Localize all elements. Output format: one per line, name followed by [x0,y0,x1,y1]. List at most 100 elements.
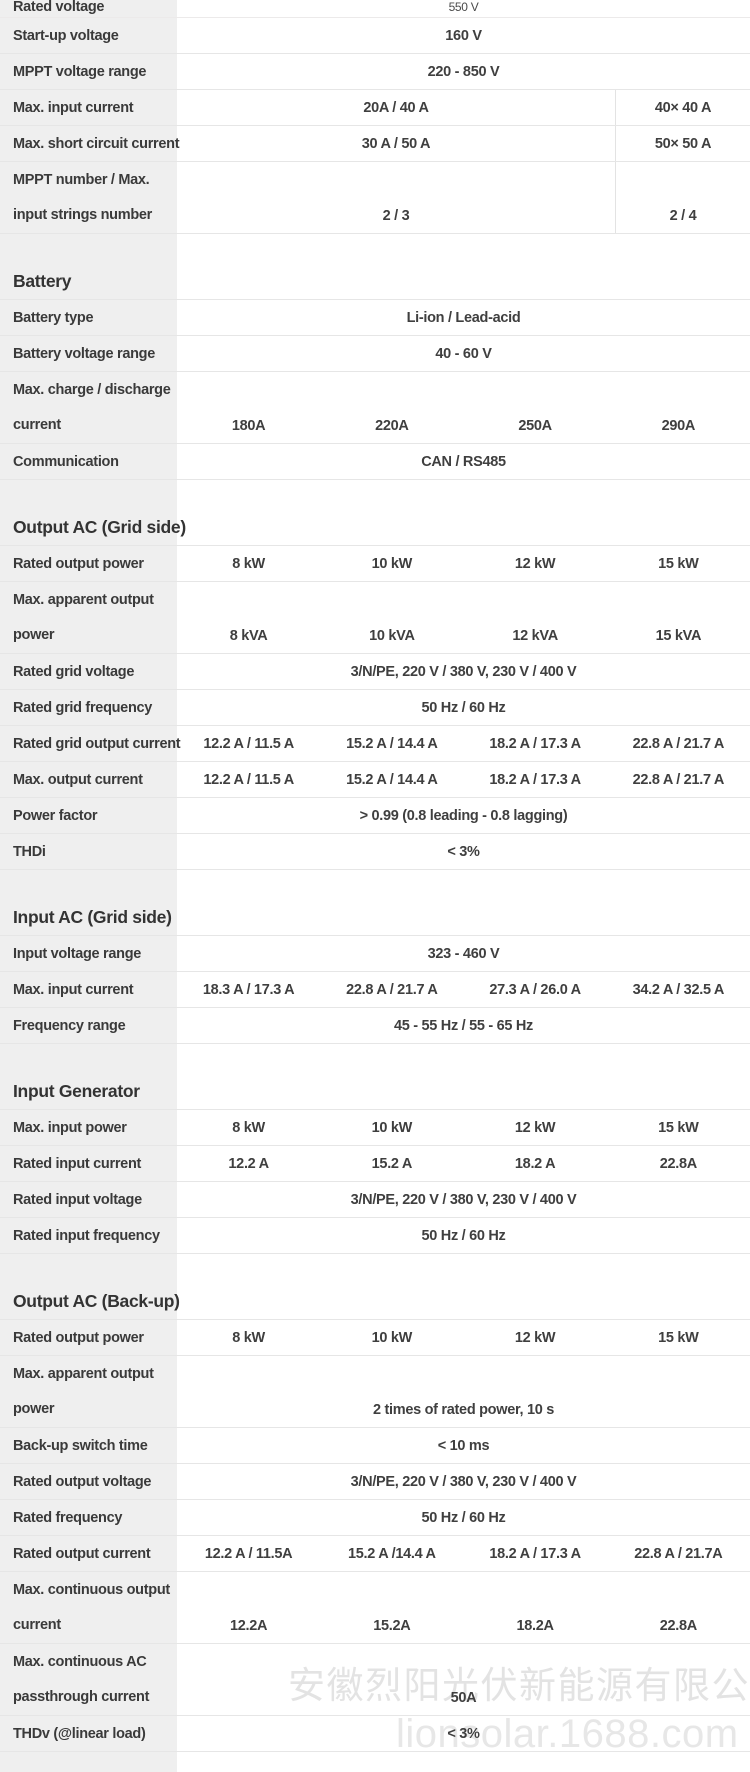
section-heading-spacer [177,1044,750,1109]
section-heading-cell: Output AC (Back-up) [0,1254,180,1319]
spec-value: 12.2 A / 11.5 A [203,771,294,788]
spec-row: MPPT voltage range 220 - 850 V [0,54,750,90]
spec-value: 3/N/PE, 220 V / 380 V, 230 V / 400 V [350,1473,577,1490]
row-label: Start-up voltage [0,18,177,53]
section-heading-cell: Output AC (Grid side) [0,480,186,545]
spec-row: Battery voltage range 40 - 60 V [0,336,750,372]
spec-row: Max. apparent output power 2 times of rate… [0,1356,750,1428]
spec-row: Rated output power 8 kW 10 kW 12 kW 15 kW [0,546,750,582]
section-heading-spacer [177,480,750,545]
spec-row: Max. input current 20A / 40 A 40× 40 A [0,90,750,126]
row-label-text: Rated output power [13,1329,144,1346]
spec-value: 550 V [448,0,479,14]
row-label-text: current [13,417,61,434]
bottom-filler-row [0,1752,750,1772]
row-label: Rated input current [0,1146,177,1181]
spec-value: 40× 40 A [615,90,750,125]
spec-row: Rated output voltage 3/N/PE, 220 V / 380 … [0,1464,750,1500]
spec-value: 50 Hz / 60 Hz [421,1509,506,1526]
spec-row: Max. input power 8 kW 10 kW 12 kW 15 kW [0,1110,750,1146]
spec-row: Power factor > 0.99 (0.8 leading - 0.8 la… [0,798,750,834]
spec-value: 10 kW [371,1329,413,1346]
section-heading: Input AC (Grid side) [13,907,172,927]
spec-row: Rated output power 8 kW 10 kW 12 kW 15 kW [0,1320,750,1356]
section-heading-spacer [177,234,750,299]
spec-row: Back-up switch time < 10 ms [0,1428,750,1464]
spec-row: THDv (@linear load) < 3% [0,1716,750,1752]
spec-value: 220A [375,418,409,434]
row-label-text: Input voltage range [13,945,142,962]
spec-row: Rated output current 12.2 A / 11.5A 15.2 A… [0,1536,750,1572]
spec-value: 8 kW [232,1119,265,1136]
spec-value: 15 kW [658,1119,699,1136]
section-heading-cell: Input Generator [0,1044,177,1109]
spec-value: 30 A / 50 A [361,135,431,152]
spec-value: 45 - 55 Hz / 55 - 65 Hz [394,1017,533,1034]
spec-row: Rated input frequency 50 Hz / 60 Hz [0,1218,750,1254]
spec-value: 50× 50 A [615,126,750,161]
section-heading-row: Input AC (Grid side) [0,870,750,936]
spec-value: 12 kW [514,555,556,572]
spec-value: 18.2 A / 17.3 A [489,1545,581,1562]
row-label-text: current [13,1617,61,1634]
row-label: Power factor [0,798,177,833]
row-label: Rated grid voltage [0,654,177,689]
row-label: Rated grid frequency [0,690,177,725]
row-label-text: Start-up voltage [13,27,119,44]
spec-value: 22.8 A / 21.7A [634,1545,723,1562]
row-label-text: Battery type [13,309,94,326]
spec-value: 34.2 A / 32.5 A [632,981,725,998]
spec-value: 15.2A [373,1618,411,1634]
row-label-text: Max. output current [13,771,143,788]
row-label-text: Rated input voltage [13,1191,142,1208]
spec-value: < 3% [447,1725,480,1742]
spec-value: 15 kW [658,1329,699,1346]
row-label-text: Max. continuous AC [13,1653,147,1670]
row-label: Back-up switch time [0,1428,177,1463]
row-label: Rated output power [0,546,177,581]
row-label: Rated output power [0,1320,177,1355]
spec-value: 12 kW [514,1329,556,1346]
row-label-text: Max. input current [13,981,134,998]
spec-value: 18.2 A [514,1155,556,1172]
spec-value: 18.2A [516,1618,555,1634]
spec-value: 22.8A [659,1155,698,1172]
spec-value: 22.8 A / 21.7 A [632,771,725,788]
spec-value: 160 V [445,27,482,44]
spec-row: Rated grid output current 12.2 A / 11.5 A… [0,726,750,762]
spec-value: 27.3 A / 26.0 A [489,981,581,998]
row-label-text: Rated grid voltage [13,663,135,680]
row-label-text: Max. short circuit current [13,135,180,152]
spec-value: 180A [231,418,266,434]
spec-value: 20A / 40 A [363,99,429,116]
spec-value: 15.2 A / 14.4 A [346,771,438,788]
section-heading-cell: Battery [0,234,177,299]
row-label: Max. input current [0,90,177,125]
spec-value: 12.2 A [228,1155,269,1172]
row-label: Rated voltage [0,0,177,17]
spec-value: 50A [450,1690,477,1706]
row-label-text: Rated input current [13,1155,142,1172]
spec-value: 12.2 A / 11.5A [204,1545,293,1562]
row-label: Max. continuous AC passthrough current [0,1644,177,1715]
spec-value: 10 kW [371,555,413,572]
spec-value: 12 kW [514,1119,556,1136]
spec-row: Max. continuous AC passthrough current 50A [0,1644,750,1716]
row-label-text: power [13,627,55,644]
spec-row: Max. continuous output current 12.2A 15.2A 1… [0,1572,750,1644]
row-label: THDi [0,834,177,869]
spec-value: Li-ion / Lead-acid [406,309,521,326]
spec-value: 12 kVA [512,628,558,644]
spec-row: Rated frequency 50 Hz / 60 Hz [0,1500,750,1536]
spec-row: Max. output current 12.2 A / 11.5 A 15.2 A… [0,762,750,798]
section-heading-spacer [177,870,750,935]
row-label-text: THDv (@linear load) [13,1725,146,1742]
row-label-text: Battery voltage range [13,345,155,362]
spec-row: Max. apparent output power 8 kVA 10 kVA 12 k… [0,582,750,654]
row-label-text: Max. input current [13,99,134,116]
spec-row: Max. charge / discharge current 180A 220A 25… [0,372,750,444]
row-label: Rated input voltage [0,1182,177,1217]
section-heading: Output AC (Back-up) [13,1291,180,1311]
row-label-text: input strings number [13,207,153,224]
spec-row: Battery type Li-ion / Lead-acid [0,300,750,336]
